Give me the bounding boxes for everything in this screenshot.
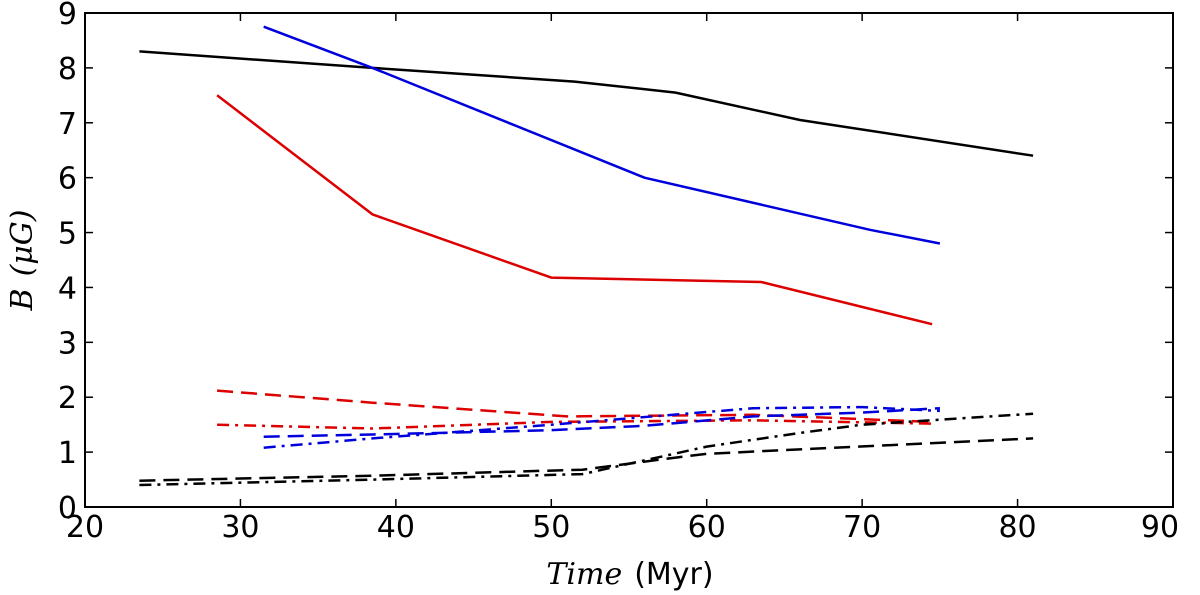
series-layer	[139, 25, 1034, 487]
y-axis-label-unit: (μG)	[5, 210, 40, 277]
y-tick-label: 9	[58, 0, 77, 32]
y-tick-label: 7	[58, 107, 77, 142]
y-tick-label: 5	[58, 217, 77, 252]
series-line-blue-dotdash	[263, 405, 940, 449]
x-tick-label: 60	[688, 510, 726, 545]
series-line-red-dashed	[217, 389, 933, 424]
x-tick-label: 40	[377, 510, 415, 545]
ticks-layer: 20 30 40 50 60 70 80 90 0 1 2 3 4 5 6 7 8 9	[58, 0, 1179, 545]
series-line-red-solid	[216, 94, 933, 326]
series-line-black-dashed	[139, 437, 1034, 482]
y-tick-label: 2	[58, 381, 77, 416]
x-tick-label: 90	[1141, 510, 1179, 545]
y-axis-label-symbol: B	[5, 288, 40, 311]
x-axis-label-unit: (Myr)	[634, 557, 713, 592]
y-tick-label: 4	[58, 271, 77, 306]
y-tick-label: 3	[58, 326, 77, 361]
y-tick-label: 8	[58, 52, 77, 87]
y-axis-label: B (μG)	[5, 210, 40, 312]
series-line-red-dotdash	[217, 419, 933, 430]
series-line-black-dotdash	[139, 412, 1034, 487]
plot-area-frame	[84, 12, 1174, 508]
x-axis-label-title: Time	[546, 557, 622, 592]
y-tick-label: 6	[58, 162, 77, 197]
series-line-black-solid	[139, 50, 1034, 157]
x-tick-label: 50	[532, 510, 570, 545]
x-tick-label: 70	[843, 510, 881, 545]
series-line-blue-solid	[263, 25, 941, 245]
x-tick-label: 20	[66, 510, 104, 545]
x-tick-label: 80	[998, 510, 1036, 545]
y-tick-label: 1	[58, 436, 77, 471]
series-line-blue-dashed	[263, 406, 940, 438]
y-tick-label: 0	[58, 491, 77, 526]
x-tick-label: 30	[221, 510, 259, 545]
x-axis-label: Time (Myr)	[546, 557, 713, 592]
